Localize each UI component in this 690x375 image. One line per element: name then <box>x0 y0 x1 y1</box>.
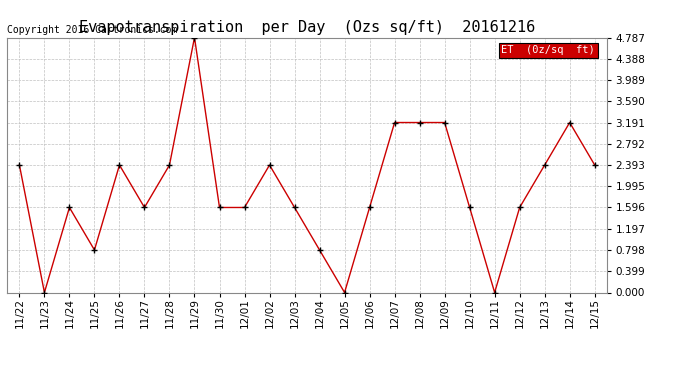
Text: Copyright 2016 Cartronics.com: Copyright 2016 Cartronics.com <box>7 25 177 35</box>
Title: Evapotranspiration  per Day  (Ozs sq/ft)  20161216: Evapotranspiration per Day (Ozs sq/ft) 2… <box>79 20 535 35</box>
Text: ET  (0z/sq  ft): ET (0z/sq ft) <box>502 45 595 55</box>
